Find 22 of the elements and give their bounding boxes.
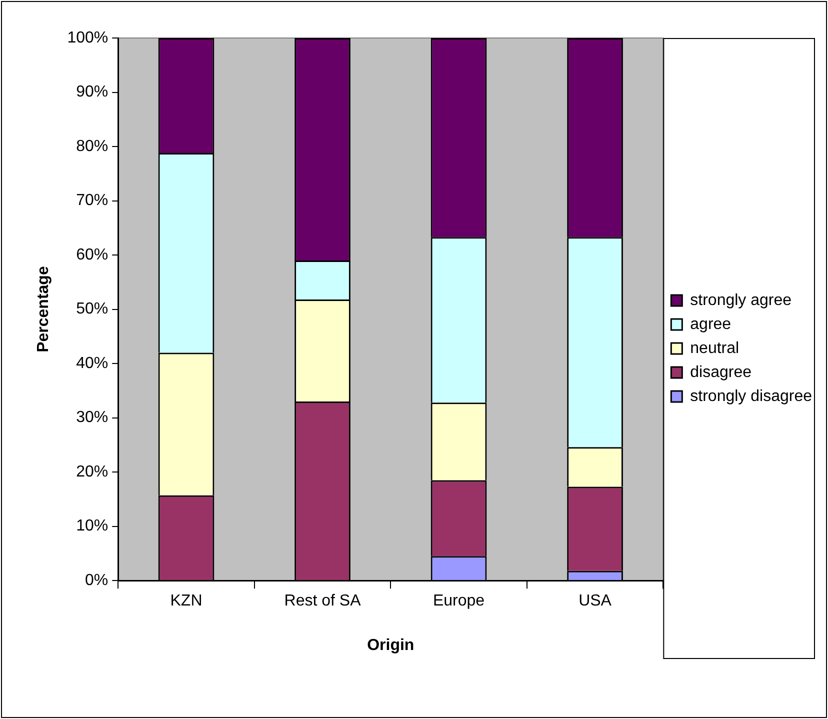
y-tick-label: 10%: [76, 518, 108, 535]
legend-label: strongly agree: [690, 292, 792, 309]
x-tick-label: Rest of SA: [284, 592, 362, 610]
y-tick-label: 70%: [76, 192, 108, 210]
legend-label: agree: [690, 316, 732, 333]
legend-label: disagree: [690, 364, 752, 381]
y-tick-label: 80%: [76, 138, 108, 155]
x-tick-label: KZN: [170, 592, 202, 610]
legend-label: neutral: [690, 340, 740, 357]
y-axis-title: Percentage: [35, 266, 52, 352]
y-tick-label: 0%: [84, 572, 108, 590]
x-tick-label: USA: [578, 592, 612, 610]
y-tick-label: 60%: [76, 246, 108, 264]
y-tick-label: 100%: [67, 29, 108, 46]
legend-label: strongly disagree: [690, 388, 812, 405]
y-tick-label: 40%: [76, 354, 108, 372]
x-axis-title: Origin: [367, 636, 414, 654]
y-tick-label: 30%: [76, 409, 108, 426]
x-tick-label: Europe: [432, 592, 485, 610]
y-tick-label: 20%: [76, 463, 108, 480]
y-tick-label: 90%: [76, 84, 108, 101]
y-tick-label: 50%: [76, 300, 108, 318]
